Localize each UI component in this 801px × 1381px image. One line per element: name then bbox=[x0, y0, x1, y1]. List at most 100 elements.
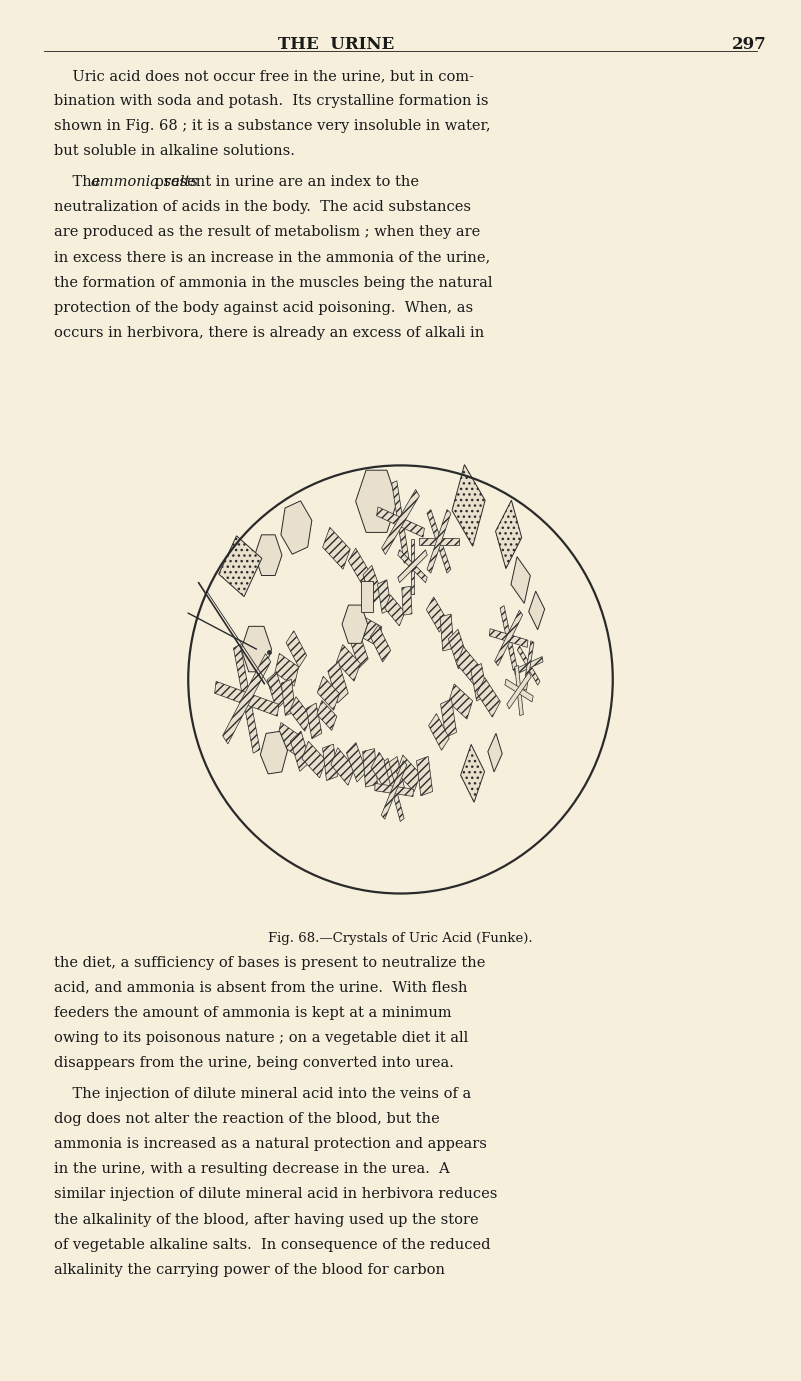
Bar bbox=[328, 661, 348, 703]
Polygon shape bbox=[398, 550, 427, 583]
Bar bbox=[286, 631, 307, 667]
Bar bbox=[290, 696, 311, 732]
Text: the alkalinity of the blood, after having used up the store: the alkalinity of the blood, after havin… bbox=[54, 1213, 479, 1226]
Text: ammonia is increased as a natural protection and appears: ammonia is increased as a natural protec… bbox=[54, 1137, 487, 1152]
Bar bbox=[363, 749, 377, 787]
Bar bbox=[316, 700, 337, 731]
Text: feeders the amount of ammonia is kept at a minimum: feeders the amount of ammonia is kept at… bbox=[54, 1005, 452, 1021]
Text: The injection of dilute mineral acid into the veins of a: The injection of dilute mineral acid int… bbox=[54, 1087, 472, 1101]
Text: owing to its poisonous nature ; on a vegetable diet it all: owing to its poisonous nature ; on a veg… bbox=[54, 1032, 469, 1045]
Polygon shape bbox=[419, 537, 459, 545]
Polygon shape bbox=[495, 610, 522, 666]
Text: present in urine are an index to the: present in urine are an index to the bbox=[150, 175, 419, 189]
Polygon shape bbox=[384, 758, 405, 822]
Ellipse shape bbox=[188, 465, 613, 894]
Polygon shape bbox=[529, 591, 545, 630]
Bar bbox=[371, 753, 395, 791]
Polygon shape bbox=[496, 500, 521, 569]
Text: Uric acid does not occur free in the urine, but in com-: Uric acid does not occur free in the uri… bbox=[54, 69, 474, 83]
Polygon shape bbox=[427, 510, 451, 573]
Polygon shape bbox=[411, 539, 414, 594]
Polygon shape bbox=[375, 783, 413, 797]
Polygon shape bbox=[507, 673, 531, 708]
Polygon shape bbox=[233, 645, 260, 753]
Polygon shape bbox=[241, 627, 272, 671]
Bar bbox=[348, 548, 369, 584]
Bar bbox=[358, 616, 382, 646]
Polygon shape bbox=[255, 534, 282, 576]
Polygon shape bbox=[260, 732, 288, 773]
Bar bbox=[323, 528, 350, 569]
Text: but soluble in alkaline solutions.: but soluble in alkaline solutions. bbox=[54, 145, 296, 159]
Text: 297: 297 bbox=[731, 36, 767, 52]
Polygon shape bbox=[489, 628, 528, 648]
Bar bbox=[449, 630, 468, 668]
Bar bbox=[387, 757, 405, 795]
Polygon shape bbox=[488, 733, 502, 772]
Text: ammonia salts: ammonia salts bbox=[91, 175, 198, 189]
Bar bbox=[346, 743, 367, 782]
Bar bbox=[268, 671, 285, 710]
Text: shown in Fig. 68 ; it is a substance very insoluble in water,: shown in Fig. 68 ; it is a substance ver… bbox=[54, 119, 491, 134]
Bar bbox=[477, 678, 501, 717]
Bar bbox=[441, 699, 457, 737]
Polygon shape bbox=[376, 507, 425, 537]
Bar bbox=[275, 653, 299, 686]
Bar bbox=[306, 703, 322, 739]
Polygon shape bbox=[514, 656, 543, 675]
Bar bbox=[323, 744, 337, 780]
Polygon shape bbox=[505, 679, 533, 702]
Text: are produced as the result of metabolism ; when they are: are produced as the result of metabolism… bbox=[54, 225, 481, 239]
Polygon shape bbox=[398, 550, 427, 583]
Bar bbox=[302, 742, 326, 778]
Polygon shape bbox=[517, 646, 540, 685]
Text: similar injection of dilute mineral acid in herbivora reduces: similar injection of dilute mineral acid… bbox=[54, 1188, 498, 1201]
Polygon shape bbox=[215, 681, 279, 717]
Polygon shape bbox=[523, 641, 534, 690]
Bar bbox=[426, 597, 447, 632]
Polygon shape bbox=[381, 489, 420, 555]
Text: Fig. 68.—Crystals of Uric Acid (Funke).: Fig. 68.—Crystals of Uric Acid (Funke). bbox=[268, 932, 533, 945]
Polygon shape bbox=[511, 557, 530, 603]
Bar bbox=[396, 755, 421, 791]
Bar bbox=[402, 587, 412, 615]
Polygon shape bbox=[381, 761, 407, 819]
Bar bbox=[471, 663, 487, 702]
Polygon shape bbox=[427, 510, 451, 573]
Bar bbox=[281, 679, 296, 715]
Polygon shape bbox=[452, 464, 485, 547]
Bar bbox=[349, 630, 368, 668]
Text: alkalinity the carrying power of the blood for carbon: alkalinity the carrying power of the blo… bbox=[54, 1262, 445, 1277]
Bar bbox=[449, 684, 473, 720]
Text: The: The bbox=[54, 175, 106, 189]
Bar bbox=[363, 565, 382, 603]
Text: in excess there is an increase in the ammonia of the urine,: in excess there is an increase in the am… bbox=[54, 250, 491, 265]
Polygon shape bbox=[500, 606, 517, 670]
Text: bination with soda and potash.  Its crystalline formation is: bination with soda and potash. Its cryst… bbox=[54, 94, 489, 108]
Text: the formation of ammonia in the muscles being the natural: the formation of ammonia in the muscles … bbox=[54, 276, 493, 290]
Polygon shape bbox=[223, 653, 271, 744]
Text: protection of the body against acid poisoning.  When, as: protection of the body against acid pois… bbox=[54, 301, 473, 315]
Polygon shape bbox=[515, 666, 523, 715]
Text: acid, and ammonia is absent from the urine.  With flesh: acid, and ammonia is absent from the uri… bbox=[54, 981, 468, 994]
Bar bbox=[417, 757, 433, 795]
Text: neutralization of acids in the body.  The acid substances: neutralization of acids in the body. The… bbox=[54, 200, 472, 214]
Bar bbox=[336, 645, 360, 681]
Text: the diet, a sufficiency of bases is present to neutralize the: the diet, a sufficiency of bases is pres… bbox=[54, 956, 486, 969]
Bar bbox=[291, 731, 310, 772]
Text: disappears from the urine, being converted into urea.: disappears from the urine, being convert… bbox=[54, 1056, 454, 1070]
Bar bbox=[440, 615, 454, 650]
Text: THE  URINE: THE URINE bbox=[278, 36, 395, 52]
Text: dog does not alter the reaction of the blood, but the: dog does not alter the reaction of the b… bbox=[54, 1112, 441, 1126]
Polygon shape bbox=[281, 501, 312, 554]
Bar bbox=[370, 626, 391, 661]
Bar bbox=[385, 595, 405, 626]
Bar bbox=[457, 646, 481, 685]
Bar bbox=[317, 677, 340, 710]
Polygon shape bbox=[356, 470, 397, 533]
Bar bbox=[331, 747, 355, 786]
Polygon shape bbox=[461, 744, 485, 802]
Polygon shape bbox=[392, 481, 409, 563]
Bar bbox=[276, 722, 300, 755]
Polygon shape bbox=[219, 536, 262, 597]
